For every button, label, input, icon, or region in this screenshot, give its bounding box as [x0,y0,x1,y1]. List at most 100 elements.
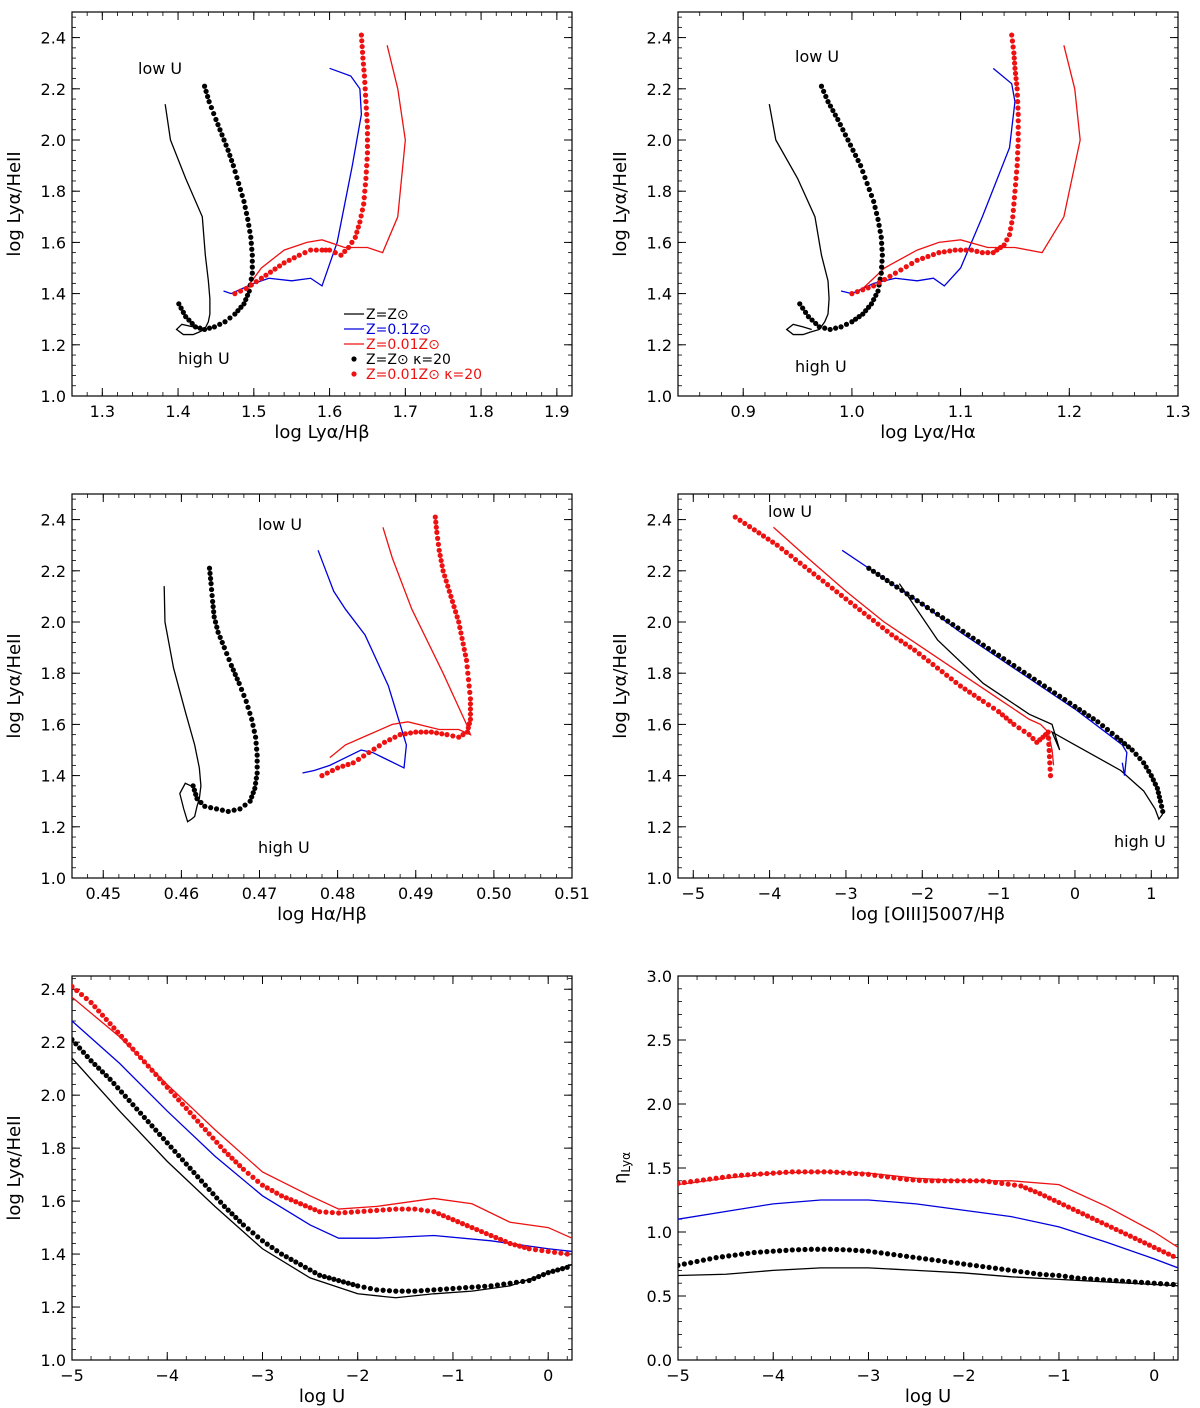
data-point [224,650,230,657]
y-axis-label: log Lyα/HeII [610,151,631,256]
data-point [1056,1272,1062,1279]
data-point [227,152,233,158]
data-point [192,324,199,330]
legend-label: Z=Z⊙ κ=20 [366,352,451,368]
data-point [331,1276,337,1282]
data-point [202,803,208,809]
legend-label: Z=0.01Z⊙ [366,337,440,353]
data-point [1015,111,1021,117]
data-point [961,1178,967,1184]
data-point [225,147,231,153]
x-tick-label: 1.3 [1165,402,1190,421]
y-tick-label: 2.4 [41,980,66,999]
data-point [707,1256,713,1262]
data-point [217,634,223,640]
data-point [845,137,851,143]
data-point [251,728,257,734]
data-point [272,266,278,272]
data-point [955,625,961,631]
data-point [335,765,341,771]
data-point [941,249,947,255]
data-point [846,1247,853,1253]
data-point [443,578,449,584]
data-point [1137,755,1143,762]
y-tick-label: 2.0 [647,613,672,632]
data-point [868,192,875,199]
annotation-high-u: high U [258,838,310,857]
data-point [213,116,219,123]
data-point [361,67,367,73]
y-tick-label: 1.8 [647,664,672,683]
data-point [219,132,225,138]
plot-area [163,514,474,823]
data-point [465,677,472,683]
data-point [345,761,351,768]
data-point [1161,1249,1167,1255]
data-point [238,304,244,310]
data-point [837,122,843,128]
y-tick-label: 1.2 [41,336,66,355]
data-point [211,324,218,330]
x-axis-label: log [OIII]5007/Hβ [851,904,1005,925]
data-point [694,1178,700,1184]
data-point [757,1171,764,1177]
data-point [1010,207,1016,213]
data-point [364,137,371,143]
data-point [855,157,861,164]
data-point [564,1251,570,1257]
data-point [111,1080,117,1087]
data-point [521,1244,527,1251]
data-point [1005,1267,1011,1273]
data-point [1045,729,1051,735]
data-point [887,273,893,279]
data-point [145,1063,151,1069]
data-point [872,204,878,211]
data-point [358,32,364,38]
data-point [208,586,215,593]
data-point [286,257,292,263]
data-point [942,1178,948,1184]
data-point [864,180,870,187]
data-point [910,1177,916,1183]
data-point [463,1285,469,1291]
x-tick-label: 0 [1070,884,1080,903]
data-point [996,709,1002,715]
data-point [999,1266,1005,1272]
data-point [1016,666,1022,672]
data-point [853,1170,859,1177]
x-tick-label: 0.9 [730,402,755,421]
data-point [802,564,808,570]
x-tick-label: −5 [60,1366,84,1385]
data-point [361,1284,367,1290]
data-point [326,1275,332,1281]
data-point [1015,143,1021,149]
x-tick-label: 0.47 [242,884,278,903]
data-point [248,240,254,246]
data-point [999,712,1006,718]
data-point [431,1209,437,1215]
data-point [1151,1280,1157,1286]
data-point [1011,1182,1018,1188]
y-tick-label: 2.4 [41,511,66,530]
data-point [860,168,866,175]
data-point [832,112,838,118]
data-point [898,638,904,644]
data-point [214,1195,220,1201]
data-point [230,163,236,169]
data-point [745,1250,751,1256]
data-point [103,1016,109,1023]
data-point [73,1041,79,1047]
data-point [1051,1197,1057,1203]
data-point [950,621,956,628]
data-point [1015,150,1021,156]
data-point [751,1171,757,1177]
data-point [834,589,840,595]
data-point [916,1255,922,1261]
data-point [202,1182,208,1188]
legend-label: Z=0.1Z⊙ [366,322,431,338]
data-point [737,517,743,523]
data-point [1011,1268,1018,1274]
data-point [1043,1272,1049,1278]
data-point [1164,1281,1170,1287]
data-point [157,1076,163,1082]
